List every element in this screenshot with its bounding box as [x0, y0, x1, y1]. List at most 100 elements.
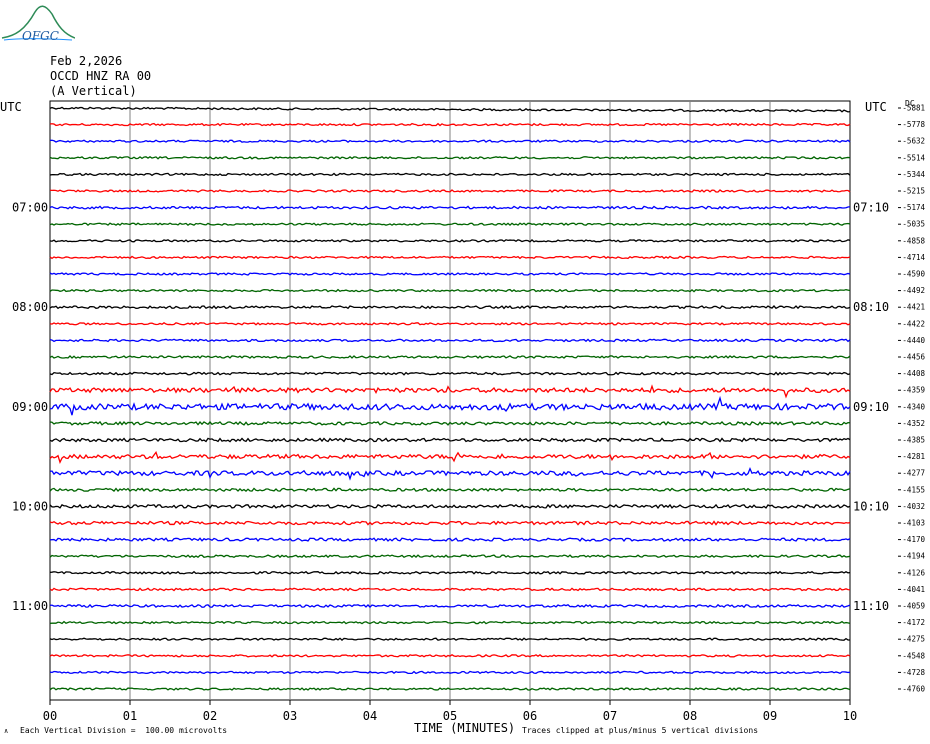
- trace-dc-label: -4421: [902, 303, 925, 312]
- trace-line: [49, 520, 851, 526]
- trace-dc-label: -5174: [902, 203, 925, 212]
- trace-dc-label: -4126: [902, 568, 925, 577]
- x-tick-label: 01: [123, 709, 137, 723]
- trace-dc-label: -4590: [902, 270, 925, 279]
- trace-dc-label: -5778: [902, 120, 925, 129]
- x-tick-label: 07: [603, 709, 617, 723]
- x-tick-label: 10: [843, 709, 857, 723]
- trace-dc-label: -4352: [902, 419, 925, 428]
- trace-line: [49, 451, 851, 465]
- right-time-label: 11:10: [853, 599, 889, 613]
- trace-line: [49, 371, 851, 376]
- trace-dc-label: -4359: [902, 386, 925, 395]
- trace-line: [49, 395, 851, 416]
- trace-dc-label: -4194: [902, 552, 925, 561]
- trace-line: [49, 189, 851, 193]
- trace-line: [49, 338, 851, 343]
- trace-dc-label: -4275: [902, 635, 925, 644]
- trace-dc-label: -4103: [902, 519, 925, 528]
- trace-dc-label: -4281: [902, 452, 925, 461]
- footer-mark: ∧: [4, 727, 9, 735]
- trace-line: [49, 687, 851, 691]
- trace-line: [49, 587, 851, 592]
- x-tick-label: 04: [363, 709, 377, 723]
- left-time-label: 09:00: [12, 400, 48, 414]
- trace-line: [49, 305, 851, 310]
- trace-line: [49, 106, 851, 113]
- trace-dc-label: -4714: [902, 253, 925, 262]
- trace-line: [49, 420, 851, 426]
- trace-dc-label: -4422: [902, 319, 925, 328]
- trace-dc-label: -5215: [902, 187, 925, 196]
- x-tick-label: 03: [283, 709, 297, 723]
- left-time-label: 07:00: [12, 201, 48, 215]
- logo-text: OFGC: [22, 29, 59, 43]
- right-time-label: 08:10: [853, 300, 889, 314]
- trace-dc-label: -4155: [902, 485, 925, 494]
- trace-line: [49, 122, 851, 127]
- trace-line: [49, 570, 851, 575]
- left-time-label: 08:00: [12, 300, 48, 314]
- x-tick-label: 05: [443, 709, 457, 723]
- trace-dc-label: -4728: [902, 668, 925, 677]
- trace-dc-label: -4340: [902, 402, 925, 411]
- trace-line: [49, 466, 851, 481]
- trace-line: [49, 205, 851, 210]
- trace-dc-label: -5344: [902, 170, 925, 179]
- trace-line: [49, 272, 851, 276]
- trace-line: [49, 384, 851, 399]
- trace-line: [49, 255, 851, 260]
- trace-dc-label: -4760: [902, 685, 925, 694]
- right-time-label: 10:10: [853, 499, 889, 513]
- trace-dc-label: -4408: [902, 369, 925, 378]
- header-date: Feb 2,2026: [50, 54, 123, 68]
- footer-scale-note: Each Vertical Division = 100.00 microvol…: [20, 726, 228, 735]
- trace-line: [49, 437, 851, 443]
- trace-dc-label: -4385: [902, 436, 925, 445]
- trace-line: [49, 670, 851, 675]
- trace-dc-label: -5881: [902, 104, 925, 113]
- header-component: (A Vertical): [50, 84, 137, 98]
- trace-dc-label: -5632: [902, 137, 925, 146]
- trace-dc-label: -4858: [902, 236, 925, 245]
- trace-dc-label: -4277: [902, 469, 925, 478]
- trace-dc-label: -4492: [902, 286, 925, 295]
- footer-clip-note: Traces clipped at plus/minus 5 vertical …: [522, 726, 759, 735]
- trace-line: [49, 222, 851, 227]
- trace-line: [49, 355, 851, 359]
- trace-line: [49, 554, 851, 559]
- trace-dc-label: -5035: [902, 220, 925, 229]
- trace-dc-label: -4041: [902, 585, 925, 594]
- trace-line: [49, 620, 851, 625]
- x-tick-label: 08: [683, 709, 697, 723]
- trace-line: [49, 139, 851, 143]
- trace-dc-label: -4032: [902, 502, 925, 511]
- trace-line: [49, 637, 851, 642]
- trace-line: [49, 654, 851, 658]
- header-station: OCCD HNZ RA 00: [50, 69, 152, 83]
- left-time-label: 11:00: [12, 599, 48, 613]
- trace-line: [49, 503, 851, 510]
- left-axis-label: UTC: [0, 100, 22, 114]
- right-time-label: 07:10: [853, 201, 889, 215]
- trace-line: [49, 288, 851, 293]
- x-tick-label: 06: [523, 709, 537, 723]
- trace-line: [49, 537, 851, 542]
- x-tick-label: 00: [43, 709, 57, 723]
- ofgc-logo: OFGC: [1, 5, 75, 43]
- x-tick-label: 09: [763, 709, 777, 723]
- trace-line: [49, 172, 851, 177]
- trace-dc-label: -4172: [902, 618, 925, 627]
- trace-dc-label: -4440: [902, 336, 925, 345]
- trace-line: [49, 487, 851, 493]
- trace-dc-label: -4059: [902, 602, 925, 611]
- trace-line: [49, 239, 851, 243]
- right-axis-label: UTC: [865, 100, 887, 114]
- dc-label: DC: [905, 99, 915, 108]
- trace-dc-label: -4456: [902, 353, 925, 362]
- trace-line: [49, 322, 851, 326]
- trace-line: [49, 155, 851, 160]
- x-tick-label: 02: [203, 709, 217, 723]
- trace-dc-label: -4548: [902, 651, 925, 660]
